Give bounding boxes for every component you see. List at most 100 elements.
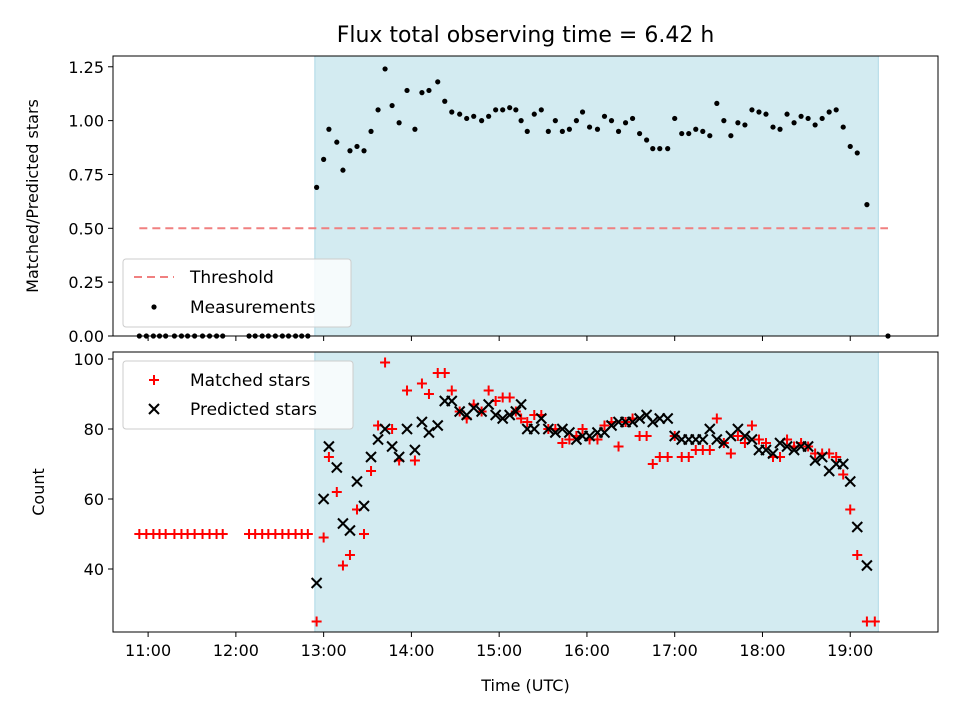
predicted-star-point [379, 423, 391, 435]
legend-predicted-marker [148, 403, 160, 415]
measurement-point [650, 146, 656, 152]
measurement-point [354, 143, 360, 150]
predicted-star-point [453, 405, 466, 418]
measurement-point [586, 124, 593, 130]
measurement-point [449, 109, 455, 115]
measurement-point [538, 107, 544, 113]
measurement-point [622, 120, 629, 126]
predicted-star-point [331, 461, 343, 474]
matched-star-point [845, 504, 856, 515]
measurement-point [700, 128, 706, 134]
bottom-x-tick-label: 14:00 [388, 641, 434, 660]
matched-star-point [683, 452, 694, 462]
measurement-point [707, 133, 713, 139]
matched-star-point [423, 389, 434, 399]
matched-star-point [402, 385, 413, 396]
top-y-tick-label: 0.75 [68, 165, 104, 184]
measurement-point [693, 126, 699, 132]
measurement-point [471, 113, 477, 119]
measurement-point [847, 143, 853, 150]
legend-matched-label: Matched stars [190, 371, 310, 391]
measurement-point [714, 100, 720, 106]
measurement-point [601, 113, 608, 119]
measurement-point [756, 109, 762, 115]
measurement-point [334, 139, 340, 145]
measurement-point [840, 124, 846, 130]
matched-star-point [302, 529, 313, 539]
predicted-star-point [760, 444, 772, 456]
predicted-star-point [535, 412, 548, 425]
bottom-y-axis-label: Count [29, 468, 48, 516]
measurement-point [566, 126, 572, 132]
measurement-point [545, 128, 551, 134]
top-x-ticks [147, 336, 851, 341]
measurement-point [479, 118, 485, 124]
bottom-y-tick-label: 40 [84, 560, 104, 579]
measurement-point [500, 107, 506, 113]
predicted-star-point [661, 412, 674, 425]
bottom-y-tick-label: 60 [84, 490, 104, 509]
predicted-star-point [317, 493, 330, 505]
matched-star-point [439, 368, 450, 378]
measurement-points [136, 66, 891, 339]
top-y-tick-label: 1.25 [68, 58, 104, 77]
matched-star-point [852, 550, 863, 560]
matched-star-point [380, 357, 391, 368]
predicted-star-point [510, 405, 522, 418]
predicted-star-point [647, 416, 659, 428]
predicted-star-point [401, 423, 413, 435]
predicted-star-point [583, 430, 596, 442]
matched-star-point [416, 378, 427, 389]
measurement-point [419, 90, 425, 96]
measurement-point [665, 146, 671, 152]
measurement-point [314, 184, 320, 190]
matched-star-point [557, 438, 568, 448]
measurement-point [636, 130, 643, 137]
predicted-star-point [344, 524, 356, 537]
bottom-axes-frame [112, 351, 939, 633]
predicted-star-point [746, 433, 758, 446]
legend-matched-swatch [149, 375, 159, 385]
measurement-point [368, 128, 374, 134]
predicted-star-point [711, 433, 723, 446]
bottom-x-tick-label: 11:00 [125, 641, 171, 660]
predicted-star-point [816, 451, 828, 463]
measurement-point [826, 109, 832, 115]
top-y-tick-label: 1.00 [68, 112, 104, 131]
measurement-point [864, 202, 870, 208]
matched-star-point [613, 441, 624, 452]
top-legend: Threshold Measurements [122, 258, 352, 328]
predicted-star-point [432, 419, 444, 432]
measurement-point [396, 120, 402, 126]
matched-star-point [483, 385, 494, 396]
measurement-point [644, 137, 650, 143]
predicted-star-point [851, 521, 863, 533]
bottom-panel: 40 60 80 100 11:00 12:00 13:00 14:00 15:00 16:00… [29, 350, 939, 695]
predicted-star-point [468, 402, 480, 414]
measurement-point [457, 111, 463, 117]
legend-matched-marker [149, 375, 159, 385]
measurement-point [672, 115, 678, 122]
predicted-star-point [409, 444, 421, 456]
measurement-point [382, 66, 388, 72]
top-y-ticks: 0.00 0.25 0.50 0.75 1.00 1.25 [68, 58, 113, 346]
bottom-x-tick-label: 16:00 [564, 641, 610, 660]
matched-star-point [704, 445, 715, 455]
predicted-star-point [351, 475, 363, 488]
legend-predicted-swatch [148, 403, 160, 415]
measurement-point [361, 148, 367, 154]
legend-predicted-label: Predicted stars [190, 400, 317, 420]
matched-star-point [366, 466, 377, 476]
predicted-star-point [802, 440, 814, 453]
matched-star-point [838, 469, 849, 480]
predicted-star-point [549, 426, 562, 439]
matched-star-point [753, 434, 764, 445]
predicted-star-point [774, 437, 786, 449]
matched-star-point [522, 417, 533, 427]
matched-star-point [337, 560, 348, 571]
predicted-star-point [788, 444, 800, 456]
matched-star-point [359, 529, 370, 539]
measurement-point [615, 128, 622, 134]
matched-star-point [504, 392, 515, 403]
